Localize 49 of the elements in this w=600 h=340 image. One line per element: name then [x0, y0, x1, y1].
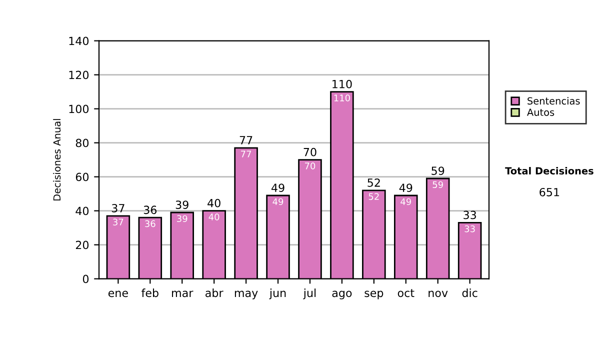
- data-label: 33: [464, 225, 475, 232]
- text: Total Decisiones: [505, 166, 594, 175]
- x-tick-label: nov: [428, 290, 448, 298]
- total-label: 110: [332, 80, 352, 88]
- y-tick-label: 80: [76, 138, 89, 148]
- x-tick-label: may: [234, 290, 258, 300]
- x-tick-label: jul: [303, 288, 316, 300]
- data-label: 36: [145, 220, 156, 228]
- x-tick-label: abr: [206, 288, 224, 298]
- total-label: 52: [368, 178, 380, 187]
- y-tick-label: 0: [82, 274, 89, 284]
- data-label: 39: [177, 215, 188, 222]
- total-label: 40: [208, 198, 220, 208]
- y-tick-label: 60: [76, 172, 89, 182]
- data-label: 49: [272, 198, 284, 206]
- data-label: 37: [113, 218, 124, 226]
- data-label: 52: [368, 193, 379, 200]
- x-tick-label: sep: [364, 290, 384, 300]
- total-label: 70: [304, 148, 316, 156]
- x-tick-label: mar: [172, 290, 194, 298]
- legend-label: Sentencias: [528, 97, 580, 105]
- y-tick-label: 120: [69, 70, 89, 80]
- y-tick-label: 100: [69, 104, 89, 114]
- data-label: 70: [304, 162, 316, 170]
- x-tick-label: ago: [332, 290, 352, 300]
- total-label: 39: [176, 200, 188, 209]
- total-label: 77: [240, 136, 252, 144]
- x-tick-label: dic: [462, 288, 478, 298]
- y-tick-label: 140: [69, 36, 89, 46]
- data-label: 40: [208, 214, 220, 220]
- data-label: 110: [334, 94, 350, 102]
- data-label: 59: [432, 181, 443, 188]
- total-label: 49: [271, 184, 284, 192]
- total-label: 59: [432, 166, 444, 175]
- data-label: 77: [241, 150, 252, 158]
- y-tick-label: 20: [76, 240, 89, 250]
- y-axis-title: Decisiones Anual: [53, 119, 61, 200]
- x-tick-label: ene: [108, 290, 128, 298]
- x-tick-label: jun: [269, 288, 286, 300]
- text: 651: [540, 188, 560, 196]
- y-tick-label: 40: [76, 206, 89, 216]
- data-label: 49: [400, 198, 411, 206]
- total-label: 37: [112, 204, 124, 212]
- total-label: 49: [399, 184, 412, 192]
- x-tick-label: oct: [398, 289, 414, 298]
- total-label: 33: [464, 210, 476, 220]
- total-label: 36: [144, 206, 157, 214]
- x-tick-label: feb: [142, 288, 158, 298]
- legend-label: Autos: [527, 108, 554, 116]
